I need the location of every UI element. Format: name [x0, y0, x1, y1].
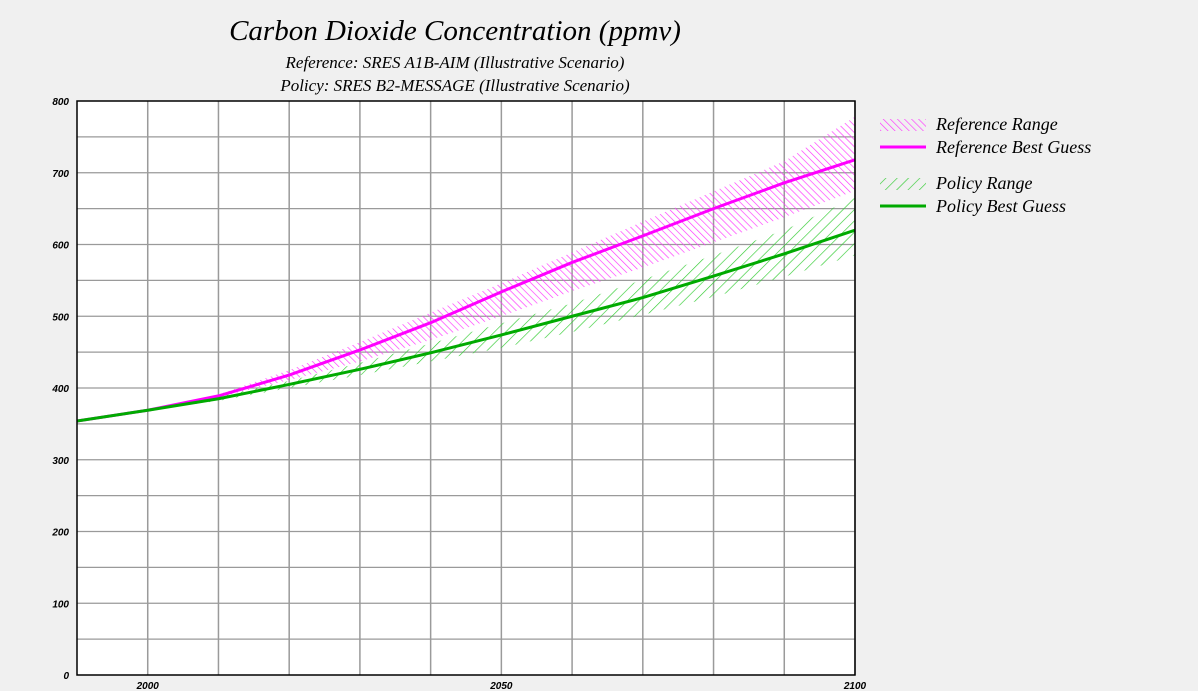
x-tick-label: 2050: [489, 681, 513, 691]
y-tick-label: 800: [52, 97, 69, 108]
x-tick-label: 2000: [136, 681, 160, 691]
legend-label-3: Policy Best Guess: [935, 196, 1066, 216]
legend-swatch-2: [880, 178, 926, 190]
y-tick-label: 500: [52, 312, 69, 323]
y-tick-label: 200: [51, 528, 69, 539]
y-tick-label: 400: [51, 384, 69, 395]
legend-label-1: Reference Best Guess: [935, 137, 1091, 157]
chart-subtitle-reference: Reference: SRES A1B-AIM (Illustrative Sc…: [285, 53, 625, 72]
y-tick-label: 700: [52, 169, 69, 180]
series-line-3: [77, 228, 855, 423]
series-group: [77, 116, 855, 423]
legend-label-0: Reference Range: [935, 114, 1058, 134]
chart-subtitle-policy: Policy: SRES B2-MESSAGE (Illustrative Sc…: [279, 76, 630, 95]
y-tick-label: 0: [63, 671, 69, 682]
legend-label-2: Policy Range: [935, 173, 1032, 193]
series-line-1: [77, 158, 855, 423]
y-tick-label: 100: [52, 599, 69, 610]
legend: Reference Range Reference Best Guess Polic…: [880, 114, 1091, 216]
y-tick-label: 600: [52, 241, 69, 252]
x-tick-label: 2100: [843, 681, 867, 691]
plot-frame: [76, 100, 856, 676]
y-tick-label: 300: [52, 456, 69, 467]
chart-title: Carbon Dioxide Concentration (ppmv): [229, 15, 681, 47]
axis-labels: 0 100 200 300 400 500 600 700 800 2000 2050 2100: [51, 97, 866, 691]
legend-swatch-0: [880, 119, 926, 131]
